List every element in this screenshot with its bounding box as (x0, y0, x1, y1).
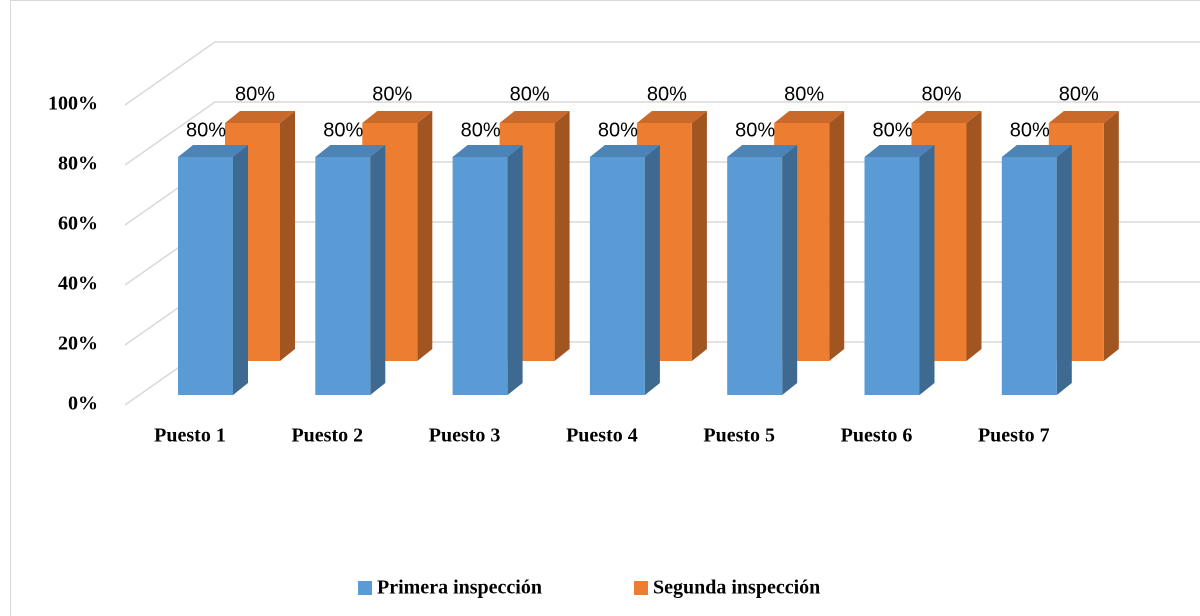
bar-side (233, 145, 248, 395)
bar (1001, 157, 1057, 395)
data-label: 80% (323, 119, 363, 141)
bar-side (370, 145, 386, 395)
bar (589, 157, 645, 395)
bar-top (362, 111, 433, 123)
data-label: 80% (784, 83, 824, 105)
bar-side (507, 145, 523, 395)
y-tick-label: 20% (58, 333, 98, 355)
bar-side (1103, 111, 1119, 361)
bar-top (636, 111, 707, 123)
x-tick-label: Puesto 2 (291, 425, 363, 447)
legend-label: Segunda inspección (653, 577, 820, 599)
grid-line (124, 101, 1200, 166)
y-tick-label: 60% (58, 213, 98, 235)
bar (315, 157, 371, 395)
bar-top (178, 145, 248, 157)
bar (727, 157, 783, 395)
x-tick-label: Puesto 6 (841, 425, 913, 447)
data-label: 80% (372, 83, 412, 105)
data-label: 80% (510, 83, 550, 105)
bar-top (911, 111, 982, 123)
grid-line (124, 41, 1200, 106)
bar-side (919, 145, 935, 395)
data-label: 80% (186, 119, 226, 141)
bar-side (554, 111, 570, 361)
data-label: 80% (921, 83, 961, 105)
y-tick-label: 0% (68, 393, 98, 415)
bar-top (1048, 111, 1119, 123)
bar-side (691, 111, 707, 361)
data-label: 80% (1059, 83, 1099, 105)
y-tick-label: 40% (58, 273, 98, 295)
bar-top (864, 145, 935, 157)
bar-top (499, 111, 570, 123)
data-label: 80% (461, 119, 501, 141)
bar (864, 157, 920, 395)
bar-top (589, 145, 660, 157)
data-label: 80% (235, 83, 275, 105)
bar-side (829, 111, 845, 361)
legend-swatch (634, 581, 648, 595)
bar-top (1001, 145, 1072, 157)
bar-top (452, 145, 523, 157)
x-tick-label: Puesto 5 (703, 425, 775, 447)
bar-side (417, 111, 433, 361)
bar-top (774, 111, 845, 123)
bar-top (727, 145, 798, 157)
bar-side (644, 145, 660, 395)
bar-side (280, 111, 295, 361)
bar-side (782, 145, 798, 395)
legend-swatch (358, 581, 372, 595)
x-tick-label: Puesto 1 (154, 425, 226, 447)
bar-top (225, 111, 295, 123)
bar-side (966, 111, 982, 361)
x-tick-label: Puesto 7 (978, 425, 1050, 447)
data-label: 80% (735, 119, 775, 141)
data-label: 80% (1010, 119, 1050, 141)
bar-side (1056, 145, 1072, 395)
chart-frame (10, 0, 1200, 616)
data-label: 80% (598, 119, 638, 141)
bar-top (315, 145, 386, 157)
data-label: 80% (872, 119, 912, 141)
y-tick-label: 100% (48, 93, 98, 115)
bar (178, 157, 233, 395)
data-label: 80% (647, 83, 687, 105)
y-tick-label: 80% (58, 153, 98, 175)
bar (452, 157, 508, 395)
x-tick-label: Puesto 3 (429, 425, 501, 447)
legend-label: Primera inspección (377, 577, 542, 599)
x-tick-label: Puesto 4 (566, 425, 638, 447)
